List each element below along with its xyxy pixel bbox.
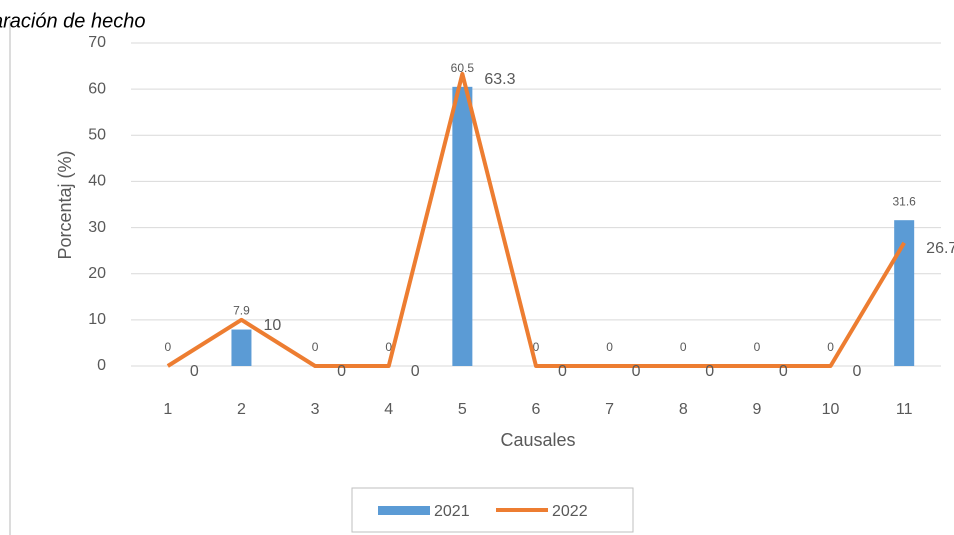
x-tick-label: 1 <box>163 401 172 418</box>
data-label: 0 <box>705 363 714 380</box>
data-label: 7.9 <box>233 304 250 318</box>
data-label: 0 <box>853 363 862 380</box>
data-label: 0 <box>312 340 319 354</box>
y-tick-label: 30 <box>88 219 106 236</box>
data-label: 0 <box>632 363 641 380</box>
x-tick-label: 4 <box>384 401 393 418</box>
data-label: 0 <box>827 340 834 354</box>
data-label: 60.5 <box>451 61 475 75</box>
y-tick-label: 70 <box>88 34 106 51</box>
x-tick-label: 7 <box>605 401 614 418</box>
data-label: 0 <box>164 340 171 354</box>
y-tick-label: 10 <box>88 311 106 328</box>
x-tick-label: 10 <box>822 401 840 418</box>
legend-label: 2022 <box>552 503 588 520</box>
chart-title: aración de hecho <box>0 10 145 32</box>
data-label: 0 <box>337 363 346 380</box>
data-label: 10 <box>263 317 281 334</box>
bar <box>894 220 915 366</box>
legend-swatch <box>378 506 430 515</box>
data-label: 0 <box>779 363 788 380</box>
data-label: 0 <box>533 340 540 354</box>
x-tick-label: 11 <box>896 401 913 418</box>
y-tick-label: 0 <box>97 357 106 374</box>
y-tick-label: 40 <box>88 173 106 190</box>
legend-box <box>351 487 634 533</box>
bar <box>231 329 252 366</box>
x-tick-label: 9 <box>752 401 761 418</box>
data-label: 0 <box>680 340 687 354</box>
data-label: 31.6 <box>893 194 917 208</box>
bar <box>452 86 473 366</box>
line <box>166 71 906 368</box>
y-tick-label: 60 <box>88 80 106 97</box>
x-tick-label: 5 <box>458 401 467 418</box>
x-tick-label: 3 <box>311 401 320 418</box>
data-label: 26.7 <box>926 240 954 257</box>
data-label: 0 <box>558 363 567 380</box>
x-axis-title: Causales <box>500 430 575 450</box>
data-label: 63.3 <box>484 71 515 88</box>
data-label: 0 <box>190 363 199 380</box>
y-tick-label: 50 <box>88 127 106 144</box>
x-tick-label: 2 <box>237 401 246 418</box>
data-label: 0 <box>754 340 761 354</box>
data-label: 0 <box>411 363 420 380</box>
x-tick-label: 8 <box>679 401 688 418</box>
data-label: 0 <box>385 340 392 354</box>
y-axis-title: Porcentaj (%) <box>55 150 75 259</box>
legend-label: 2021 <box>434 503 470 520</box>
data-label: 0 <box>606 340 613 354</box>
x-tick-label: 6 <box>532 401 541 418</box>
y-tick-label: 20 <box>88 265 106 282</box>
